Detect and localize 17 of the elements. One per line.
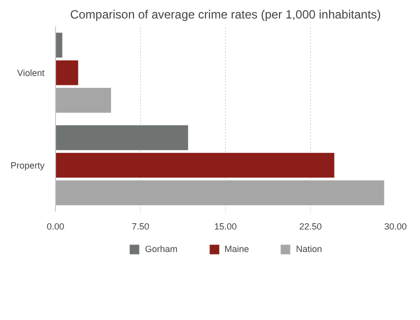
y-tick-label: Property <box>10 160 45 170</box>
bar <box>56 180 384 206</box>
x-tick-label: 22.50 <box>299 222 322 232</box>
legend-label: Nation <box>296 243 322 255</box>
legend-label: Gorham <box>144 243 178 255</box>
chart-title: Comparison of average crime rates (per 1,000 inhabitants) <box>70 8 381 22</box>
x-tick-label: 30.00 <box>384 222 407 232</box>
bar <box>56 32 62 58</box>
x-tick-label: 7.50 <box>132 222 150 232</box>
bar <box>56 152 334 178</box>
x-tick-label: 15.00 <box>214 222 237 232</box>
bar <box>56 125 188 150</box>
bar <box>56 88 112 113</box>
x-tick-label: 0.00 <box>46 222 64 232</box>
y-tick-label: Violent <box>17 68 45 78</box>
bar <box>56 60 78 86</box>
legend-label: Maine <box>224 243 250 255</box>
